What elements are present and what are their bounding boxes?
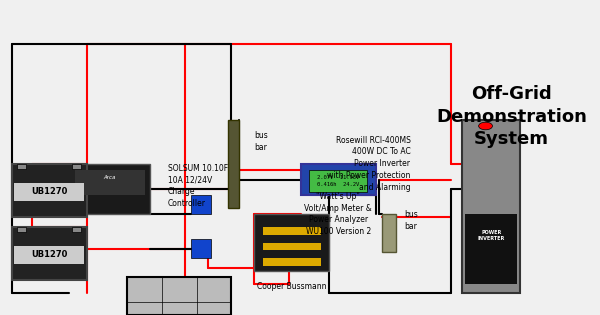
Text: Cooper Bussmann: Cooper Bussmann — [257, 282, 326, 291]
Bar — [127, 277, 231, 315]
Text: Off-Grid
Demonstration
System: Off-Grid Demonstration System — [436, 85, 587, 148]
Circle shape — [479, 122, 493, 130]
Bar — [263, 258, 321, 266]
Text: bus
bar: bus bar — [404, 210, 418, 231]
Bar — [263, 243, 321, 250]
Bar — [72, 227, 81, 232]
Bar — [17, 227, 26, 232]
Bar — [254, 214, 329, 271]
Text: 2.07V  11.93V
0.416h  24.2V: 2.07V 11.93V 0.416h 24.2V — [317, 175, 359, 187]
Text: SOLSUM 10.10F
10A 12/24V
Charge
Controller: SOLSUM 10.10F 10A 12/24V Charge Controll… — [167, 164, 228, 208]
Bar — [309, 170, 367, 192]
Bar — [191, 195, 211, 214]
Bar — [466, 214, 517, 284]
Bar — [11, 164, 87, 217]
Bar — [301, 164, 376, 195]
Text: bus
bar: bus bar — [254, 131, 268, 152]
Text: Arca: Arca — [104, 175, 116, 180]
Text: UB1270: UB1270 — [31, 250, 67, 259]
Bar — [70, 164, 150, 214]
Bar — [229, 120, 239, 208]
Bar — [17, 164, 26, 169]
Bar — [14, 183, 84, 201]
Bar — [11, 227, 87, 280]
Text: "Watt's Up"
Volt/Amp Meter &
Power Analyzer
WU100 Version 2: "Watt's Up" Volt/Amp Meter & Power Analy… — [304, 192, 372, 236]
Bar — [191, 239, 211, 258]
Bar — [75, 170, 145, 195]
Bar — [14, 246, 84, 264]
Bar — [72, 164, 81, 169]
Text: UB1270: UB1270 — [31, 187, 67, 196]
Text: Rosewill RCI-400MS
400W DC To AC
Power Inverter
with Power Protection
and Alarmi: Rosewill RCI-400MS 400W DC To AC Power I… — [327, 136, 410, 192]
Bar — [263, 227, 321, 235]
Bar — [463, 120, 520, 293]
Text: POWER
INVERTER: POWER INVERTER — [478, 230, 505, 241]
Bar — [382, 214, 396, 252]
